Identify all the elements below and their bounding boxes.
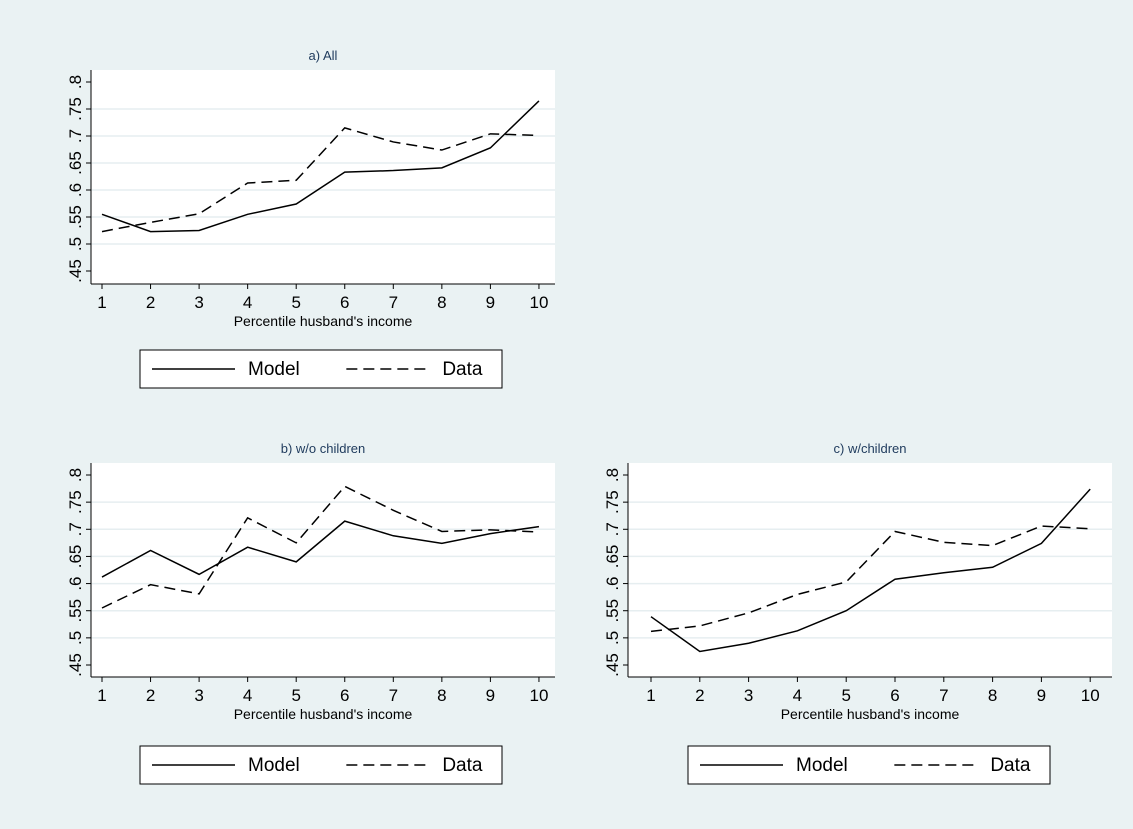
y-tick-label: .6: [66, 183, 85, 197]
x-tick-label: 8: [988, 686, 997, 705]
x-axis-label: Percentile husband's income: [781, 706, 960, 722]
x-tick-label: 8: [437, 293, 446, 312]
y-tick-label: .8: [603, 468, 622, 482]
legend: Model Data: [139, 349, 503, 389]
chart-panel-1: a) All .45 .5 .55 .6 .65 .7 .75 .8 1 2 3 4 5 6 7 8 9 10 Per…: [66, 48, 555, 389]
x-axis-label: Percentile husband's income: [234, 706, 413, 722]
x-tick-label: 2: [146, 686, 155, 705]
y-tick-label: .75: [603, 490, 622, 514]
series-line-data: [650, 525, 1091, 633]
x-tick-label: 9: [486, 686, 495, 705]
x-tick-label: 9: [1037, 686, 1046, 705]
x-tick-label: 8: [437, 686, 446, 705]
chart-panel-2: b) w/o children .45 .5 .55 .6 .65 .7 .75 .8 1 2 3 4 5…: [66, 441, 555, 785]
x-tick-label: 7: [389, 293, 398, 312]
x-tick-label: 5: [291, 293, 300, 312]
y-tick-label: .5: [603, 631, 622, 645]
plot-area: [91, 463, 555, 677]
series-line-model: [650, 488, 1091, 653]
plot-area: [628, 463, 1112, 677]
x-tick-label: 2: [695, 686, 704, 705]
y-tick-label: .45: [603, 653, 622, 677]
y-tick-label: .6: [603, 576, 622, 590]
y-tick-label: .65: [66, 545, 85, 569]
y-tick-label: .5: [66, 237, 85, 251]
x-axis-label: Percentile husband's income: [234, 313, 413, 329]
chart-panel-3: c) w/children .45 .5 .55 .6 .65 .7 .75 .8 1 2 3 4 5 6 7…: [603, 441, 1112, 785]
x-tick-label: 1: [97, 686, 106, 705]
y-tick-label: .45: [66, 259, 85, 283]
x-tick-label: 7: [389, 686, 398, 705]
legend-label: Data: [990, 755, 1031, 776]
x-tick-label: 4: [243, 293, 252, 312]
y-tick-label: .75: [66, 97, 85, 121]
x-tick-label: 7: [939, 686, 948, 705]
x-tick-label: 3: [194, 686, 203, 705]
legend-label: Model: [796, 755, 848, 776]
chart-title: a) All: [309, 48, 338, 63]
y-tick-label: .45: [66, 653, 85, 677]
series-line-model: [101, 520, 540, 578]
y-tick-label: .7: [66, 522, 85, 536]
chart-title: b) w/o children: [281, 441, 366, 456]
x-tick-label: 4: [243, 686, 252, 705]
x-tick-label: 6: [340, 293, 349, 312]
x-tick-label: 5: [841, 686, 850, 705]
y-tick-label: .55: [66, 205, 85, 229]
legend-label: Data: [442, 359, 483, 380]
y-tick-label: .55: [603, 599, 622, 623]
legend: Model Data: [687, 745, 1051, 785]
y-tick-label: .75: [66, 490, 85, 514]
y-tick-label: .7: [66, 129, 85, 143]
x-tick-label: 5: [291, 686, 300, 705]
x-tick-label: 3: [744, 686, 753, 705]
x-tick-label: 2: [146, 293, 155, 312]
x-tick-label: 6: [890, 686, 899, 705]
x-tick-label: 1: [97, 293, 106, 312]
y-tick-label: .65: [66, 151, 85, 175]
y-tick-label: .6: [66, 576, 85, 590]
x-tick-label: 3: [194, 293, 203, 312]
legend-label: Model: [248, 755, 300, 776]
x-tick-label: 1: [646, 686, 655, 705]
legend-label: Model: [248, 359, 300, 380]
x-tick-label: 10: [1081, 686, 1100, 705]
legend-label: Data: [442, 755, 483, 776]
x-tick-label: 4: [793, 686, 802, 705]
y-tick-label: .7: [603, 522, 622, 536]
y-tick-label: .8: [66, 468, 85, 482]
x-tick-label: 9: [486, 293, 495, 312]
legend: Model Data: [139, 745, 503, 785]
chart-title: c) w/children: [834, 441, 907, 456]
series-line-data: [101, 127, 539, 233]
plot-area: [91, 70, 555, 284]
x-tick-label: 6: [340, 686, 349, 705]
y-tick-label: .5: [66, 631, 85, 645]
x-tick-label: 10: [529, 686, 548, 705]
y-tick-label: .55: [66, 599, 85, 623]
x-tick-label: 10: [529, 293, 548, 312]
y-tick-label: .65: [603, 545, 622, 569]
series-line-model: [101, 100, 540, 233]
y-tick-label: .8: [66, 75, 85, 89]
series-line-data: [101, 485, 539, 609]
